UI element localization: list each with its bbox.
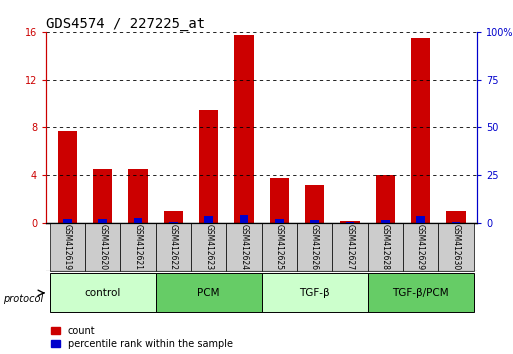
Text: GSM412628: GSM412628 (381, 224, 390, 270)
Legend: count, percentile rank within the sample: count, percentile rank within the sample (51, 326, 232, 349)
Bar (98, 219, 107, 223)
Bar (57, 131, 77, 223)
Bar (368, 223, 403, 271)
Bar (204, 216, 213, 223)
Text: GSM412621: GSM412621 (133, 224, 143, 270)
Text: GSM412627: GSM412627 (345, 224, 354, 270)
Text: GSM412622: GSM412622 (169, 224, 178, 270)
Text: GSM412629: GSM412629 (416, 224, 425, 270)
Bar (240, 215, 248, 223)
Bar (128, 169, 148, 223)
Bar (155, 223, 191, 271)
Bar (305, 185, 324, 223)
Bar (85, 223, 121, 271)
Bar (155, 273, 262, 313)
Bar (199, 109, 219, 223)
Bar (368, 273, 473, 313)
Bar (310, 220, 319, 223)
Bar (275, 219, 284, 223)
Text: GSM412620: GSM412620 (98, 224, 107, 270)
Bar (133, 218, 143, 223)
Bar (381, 220, 390, 223)
Bar (226, 223, 262, 271)
Bar (169, 222, 177, 223)
Bar (297, 223, 332, 271)
Bar (451, 222, 460, 223)
Bar (332, 223, 368, 271)
Bar (411, 38, 430, 223)
Bar (191, 223, 226, 271)
Text: GSM412624: GSM412624 (240, 224, 248, 270)
Bar (50, 273, 155, 313)
Text: GSM412625: GSM412625 (275, 224, 284, 270)
Text: TGF-β/PCM: TGF-β/PCM (392, 288, 449, 298)
Bar (262, 273, 368, 313)
Text: GSM412623: GSM412623 (204, 224, 213, 270)
Text: GSM412619: GSM412619 (63, 224, 72, 270)
Bar (446, 211, 466, 223)
Bar (93, 169, 112, 223)
Bar (438, 223, 473, 271)
Text: protocol: protocol (3, 294, 43, 304)
Text: TGF-β: TGF-β (299, 288, 330, 298)
Text: GSM412630: GSM412630 (451, 224, 460, 270)
Bar (63, 219, 72, 223)
Text: control: control (85, 288, 121, 298)
Bar (234, 35, 254, 223)
Bar (121, 223, 155, 271)
Bar (164, 211, 183, 223)
Bar (403, 223, 438, 271)
Bar (416, 216, 425, 223)
Bar (50, 223, 85, 271)
Bar (376, 175, 395, 223)
Bar (262, 223, 297, 271)
Bar (269, 178, 289, 223)
Bar (340, 221, 360, 223)
Text: PCM: PCM (198, 288, 220, 298)
Bar (346, 222, 354, 223)
Text: GSM412626: GSM412626 (310, 224, 319, 270)
Text: GDS4574 / 227225_at: GDS4574 / 227225_at (46, 17, 205, 31)
